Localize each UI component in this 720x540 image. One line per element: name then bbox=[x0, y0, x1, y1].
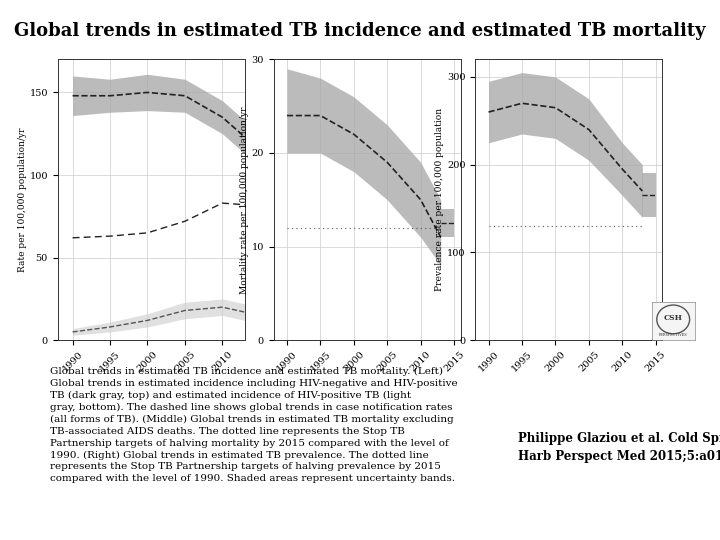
Text: Philippe Glaziou et al. Cold Spring
Harb Perspect Med 2015;5:a017798: Philippe Glaziou et al. Cold Spring Harb… bbox=[518, 432, 720, 463]
Y-axis label: Rate per 100,000 population/yr: Rate per 100,000 population/yr bbox=[17, 127, 27, 272]
Text: Global trends in estimated TB incidence and estimated TB mortality. (Left)
Globa: Global trends in estimated TB incidence … bbox=[50, 367, 458, 483]
Y-axis label: Mortality rate per 100,000 population/yr: Mortality rate per 100,000 population/yr bbox=[240, 106, 248, 294]
Text: PERSPECTIVES: PERSPECTIVES bbox=[659, 333, 688, 336]
Text: CSH: CSH bbox=[664, 314, 683, 322]
Y-axis label: Prevalence rate per 100,000 population: Prevalence rate per 100,000 population bbox=[435, 108, 444, 292]
Text: Global trends in estimated TB incidence and estimated TB mortality: Global trends in estimated TB incidence … bbox=[14, 22, 706, 39]
